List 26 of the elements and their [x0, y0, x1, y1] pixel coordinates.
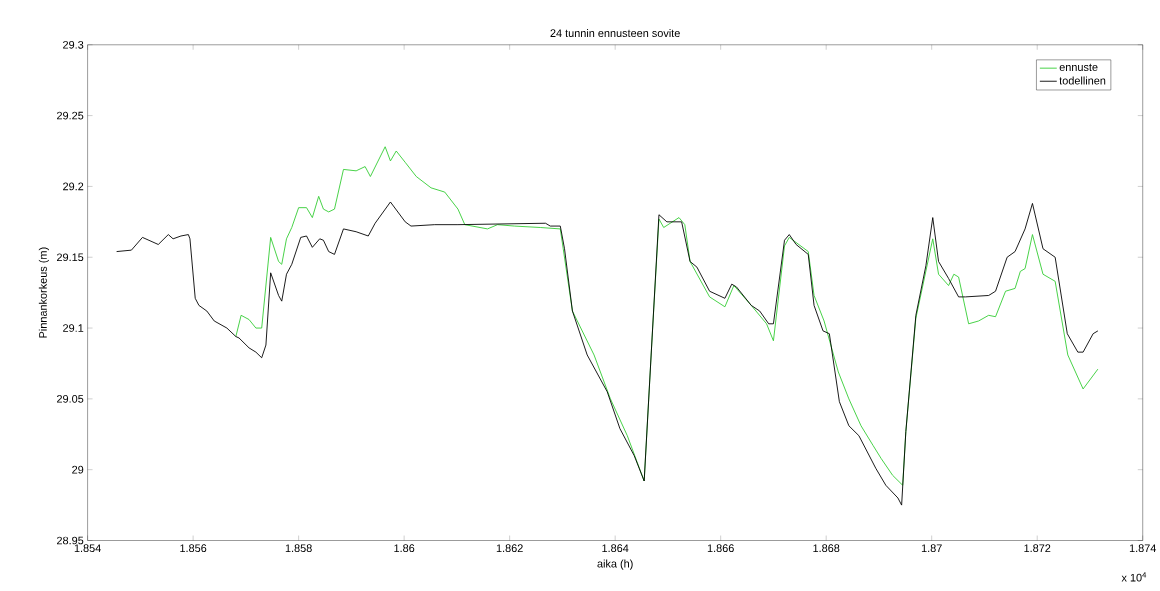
y-tick-label: 29.25	[57, 111, 84, 120]
x-tick-label: 1.854	[74, 544, 101, 552]
text: x 10$^{4}$	[1121, 572, 1147, 582]
y-tick-label: 29.05	[57, 394, 84, 403]
x-tick-label: 1.858	[285, 544, 312, 552]
x-tick-label: 1.87	[921, 544, 942, 552]
x-tick-label: 1.86	[394, 544, 415, 552]
y-tick-label: 29.3	[63, 40, 84, 49]
y-tick-label: 29.15	[57, 253, 84, 261]
legend-label: todellinen	[1059, 76, 1106, 85]
x-tick-label: 1.866	[707, 544, 734, 552]
y-tick-label: 29	[72, 465, 84, 474]
x-tick-label: 1.862	[496, 544, 523, 552]
y-tick-label: 29.1	[63, 324, 84, 332]
chart-title: 24 tunnin ennusteen sovite	[550, 28, 680, 37]
y-tick-label: 28.95	[57, 536, 84, 545]
x-tick-label: 1.868	[813, 544, 840, 552]
x-axis-title: aika (h)	[597, 559, 633, 570]
x-tick-label: 1.856	[180, 544, 207, 552]
x-tick-label: 1.864	[602, 544, 629, 552]
legend-label: ennuste	[1059, 63, 1098, 71]
y-tick-label: 29.2	[63, 182, 84, 191]
x-tick-label: 1.872	[1024, 544, 1051, 552]
line-series	[116, 201, 1099, 506]
y-axis-title: Pinnankorkeus (m)	[38, 247, 49, 338]
x-tick-label: 1.874	[1129, 544, 1157, 552]
